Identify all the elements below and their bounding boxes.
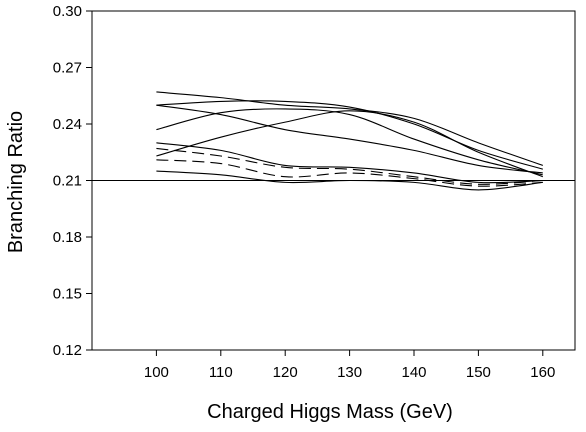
x-tick-label: 160 [530, 364, 555, 381]
series-line-7 [156, 147, 543, 185]
y-tick-label: 0.24 [53, 116, 82, 133]
x-tick-label: 140 [401, 364, 426, 381]
x-tick-label: 150 [466, 364, 491, 381]
y-tick-label: 0.12 [53, 342, 82, 359]
series-line-8 [156, 159, 543, 187]
y-tick-label: 0.21 [53, 173, 82, 190]
x-axis-ticks: 100 110 120 130 140 150 160 [144, 350, 555, 381]
y-axis-title: Branching Ratio [5, 111, 27, 253]
y-axis-ticks: 0.12 0.15 0.18 0.21 0.24 0.27 0.30 [53, 3, 92, 359]
x-tick-label: 120 [273, 364, 298, 381]
x-tick-label: 130 [337, 364, 362, 381]
series-line-2 [156, 100, 543, 170]
y-tick-label: 0.30 [53, 3, 82, 20]
series-line-4 [156, 108, 543, 176]
y-tick-label: 0.18 [53, 229, 82, 246]
series-line-3 [156, 104, 543, 174]
y-tick-label: 0.15 [53, 286, 82, 303]
series-line-6 [156, 142, 543, 184]
series-line-9 [156, 170, 543, 191]
series-line-1 [156, 91, 543, 166]
series-line-5 [156, 110, 543, 178]
x-axis-title: Charged Higgs Mass (GeV) [207, 401, 453, 423]
x-tick-label: 100 [144, 364, 169, 381]
y-tick-label: 0.27 [53, 60, 82, 77]
series-layer [156, 91, 543, 191]
x-tick-label: 110 [209, 364, 233, 381]
